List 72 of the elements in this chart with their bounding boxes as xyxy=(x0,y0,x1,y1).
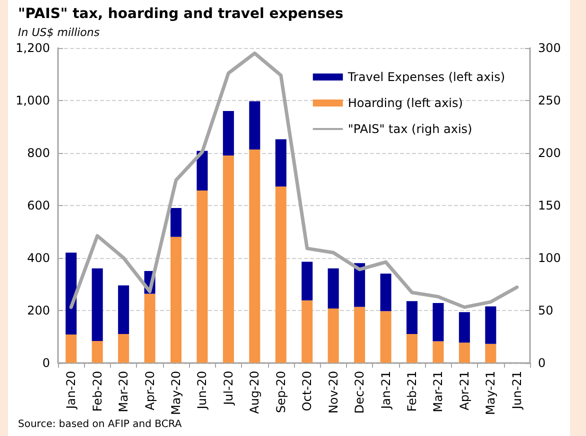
bar xyxy=(302,262,313,300)
bar xyxy=(118,285,130,334)
y-tick-label: 1,200 xyxy=(16,41,50,55)
x-tick-label: Jan-20 xyxy=(64,370,78,410)
bar xyxy=(275,139,286,187)
bar xyxy=(144,294,156,363)
bar xyxy=(92,268,103,342)
bar xyxy=(66,334,77,363)
bar xyxy=(118,334,130,363)
y-tick-label: 400 xyxy=(27,250,50,265)
y-tick-label: 0 xyxy=(42,356,50,370)
bar xyxy=(302,300,313,363)
bar xyxy=(275,186,286,363)
line-series xyxy=(69,51,519,309)
legend-label: "PAIS" tax (righ axis) xyxy=(348,122,472,136)
bar xyxy=(66,252,77,334)
bar xyxy=(485,344,496,363)
x-tick-label: Feb-21 xyxy=(405,370,419,412)
y2-tick-label: 200 xyxy=(538,146,561,160)
x-tick-label: May-21 xyxy=(484,370,498,416)
x-tick-label: Apr-20 xyxy=(142,370,157,410)
y-tick-label: 600 xyxy=(27,198,50,212)
x-tick-label: Apr-21 xyxy=(457,370,472,410)
bar xyxy=(196,150,208,190)
bar xyxy=(249,150,260,363)
bar xyxy=(354,263,366,307)
y2-tick-label: 150 xyxy=(538,198,561,212)
legend-label: Hoarding (left axis) xyxy=(348,96,463,110)
bar xyxy=(222,110,234,156)
y-tick-label: 200 xyxy=(27,303,50,318)
x-tick-label: Jun-20 xyxy=(195,370,210,410)
bar xyxy=(432,341,444,363)
bar xyxy=(354,306,366,363)
x-tick-label: Jan-21 xyxy=(378,370,393,410)
x-tick-label: Mar-21 xyxy=(431,370,446,412)
bar xyxy=(380,274,392,312)
bar xyxy=(458,312,470,343)
y2-tick-label: 0 xyxy=(538,356,546,370)
bar xyxy=(170,208,182,237)
y-tick-label: 800 xyxy=(27,146,50,160)
x-tick-label: Jul-20 xyxy=(221,370,236,406)
bar xyxy=(222,156,234,363)
x-tick-label: Feb-20 xyxy=(90,370,104,412)
bar xyxy=(92,341,103,363)
x-tick-label: Mar-20 xyxy=(116,370,131,412)
y2-tick-label: 300 xyxy=(538,41,561,55)
source-note: Source: based on AFIP and BCRA xyxy=(18,419,182,430)
bar xyxy=(432,302,444,342)
x-tick-label: May-20 xyxy=(169,370,183,416)
bar xyxy=(328,308,339,363)
x-tick-label: Oct-20 xyxy=(300,370,314,412)
y-tick-label: 1,000 xyxy=(16,93,50,108)
chart-title: "PAIS" tax, hoarding and travel expenses xyxy=(18,6,344,22)
x-tick-label: Sep-20 xyxy=(274,370,288,414)
bar xyxy=(380,311,392,363)
y2-tick-label: 100 xyxy=(538,250,561,265)
x-tick-label: Nov-20 xyxy=(326,370,340,414)
y2-tick-label: 50 xyxy=(538,303,554,318)
x-tick-label: Aug-20 xyxy=(248,370,262,414)
bar xyxy=(485,306,496,344)
legend-label: Travel Expenses (left axis) xyxy=(346,70,506,84)
bar xyxy=(406,301,418,334)
bar xyxy=(458,342,470,363)
bar xyxy=(249,101,260,150)
chart-subtitle: In US$ millions xyxy=(18,26,100,39)
y2-tick-label: 250 xyxy=(538,93,561,108)
bar xyxy=(196,190,208,363)
bar xyxy=(406,334,418,363)
x-tick-label: Jun-21 xyxy=(510,370,524,410)
x-tick-label: Dec-20 xyxy=(352,370,367,414)
bar xyxy=(170,236,182,363)
bar xyxy=(328,268,339,308)
